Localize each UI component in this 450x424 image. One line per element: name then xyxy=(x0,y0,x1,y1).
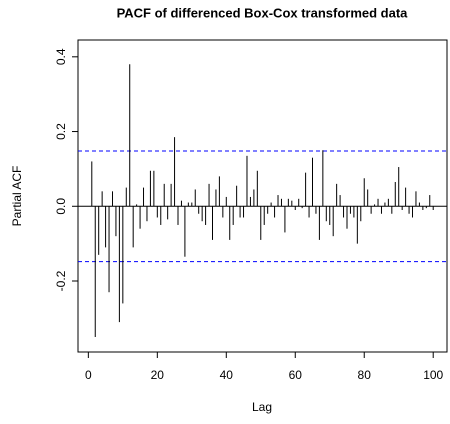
x-tick-label: 0 xyxy=(85,368,92,382)
x-axis-label: Lag xyxy=(252,400,272,414)
plot-frame xyxy=(77,39,448,353)
y-tick-label: 0.2 xyxy=(54,123,68,140)
y-tick-label: -0.2 xyxy=(54,270,68,291)
x-tick-label: 100 xyxy=(423,368,443,382)
x-tick-label: 60 xyxy=(289,368,303,382)
y-tick-label: 0.0 xyxy=(54,198,68,215)
chart-title: PACF of differenced Box-Cox transformed … xyxy=(117,5,409,20)
x-tick-label: 40 xyxy=(220,368,234,382)
x-tick-label: 20 xyxy=(151,368,165,382)
x-tick-label: 80 xyxy=(358,368,372,382)
y-tick-label: 0.4 xyxy=(54,48,68,65)
y-axis-label: Partial ACF xyxy=(10,166,24,227)
